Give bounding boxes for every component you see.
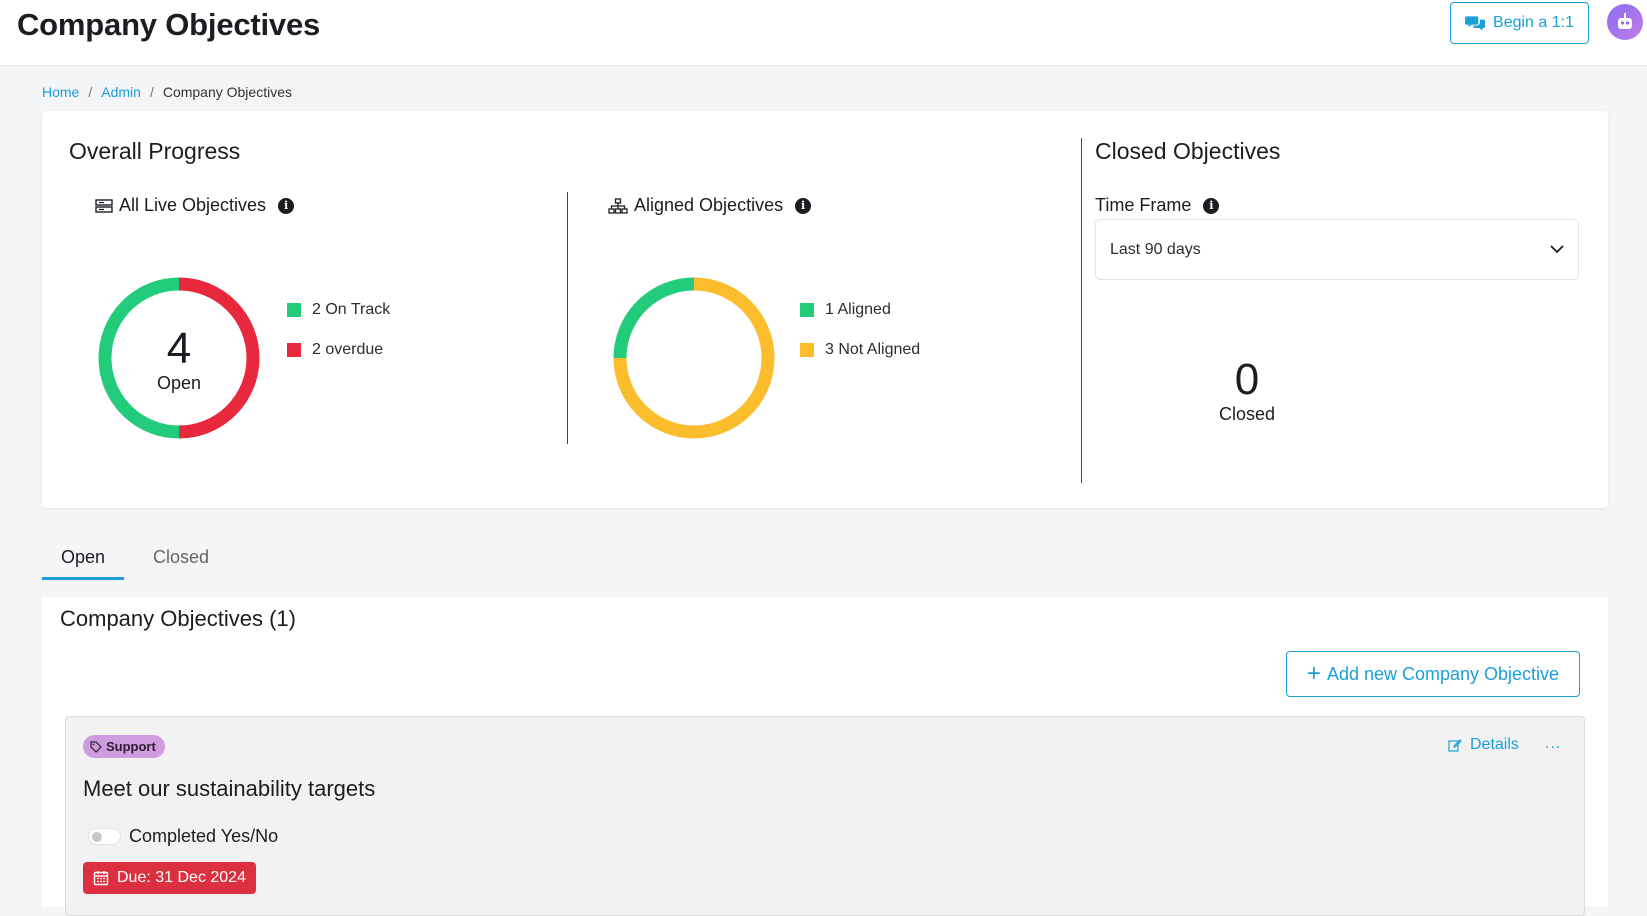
aligned-objectives-heading: Aligned Objectives i xyxy=(608,195,812,216)
add-company-objective-label: Add new Company Objective xyxy=(1326,663,1560,684)
aligned-objectives-donut xyxy=(613,277,775,439)
live-objectives-donut xyxy=(98,277,260,439)
overall-progress-title: Overall Progress xyxy=(69,138,241,164)
objective-name[interactable]: Meet our sustainability targets xyxy=(83,776,376,801)
tag-badge: Support xyxy=(83,735,165,758)
section-divider xyxy=(567,192,568,444)
breadcrumb-home[interactable]: Home xyxy=(42,84,80,100)
begin-one-on-one-button[interactable]: Begin a 1:1 xyxy=(1450,2,1589,44)
chevron-down-icon xyxy=(1550,245,1564,254)
top-bar: Company Objectives Begin a 1:1 xyxy=(0,0,1647,66)
legend-on-track: 2 On Track xyxy=(287,301,390,319)
layers-icon xyxy=(95,198,113,213)
toggle-knob xyxy=(92,832,102,842)
closed-count: 0 xyxy=(1234,355,1260,404)
org-chart-icon xyxy=(608,197,628,214)
details-label: Details xyxy=(1470,736,1519,753)
live-objectives-heading: All Live Objectives i xyxy=(95,195,295,216)
breadcrumb-separator: / xyxy=(149,84,154,100)
legend-overdue: 2 overdue xyxy=(287,341,383,359)
legend-swatch xyxy=(800,343,814,357)
section-divider xyxy=(1081,138,1082,483)
donut-segment-aligned[interactable] xyxy=(613,277,695,359)
breadcrumb-current: Company Objectives xyxy=(162,84,292,100)
plus-icon: + xyxy=(1306,660,1321,687)
company-objectives-title: Company Objectives (1) xyxy=(60,606,296,631)
company-objectives-section: Company Objectives (1) + Add new Company… xyxy=(42,597,1608,916)
closed-count-label: Closed xyxy=(1218,404,1276,424)
overall-progress-card: Overall Progress All Live Objectives i 4… xyxy=(42,111,1608,508)
info-icon[interactable]: i xyxy=(278,197,295,214)
details-link[interactable]: Details xyxy=(1448,736,1519,754)
due-date-badge: Due: 31 Dec 2024 xyxy=(83,862,256,894)
closed-objectives-title: Closed Objectives xyxy=(1095,138,1281,164)
legend-not-aligned: 3 Not Aligned xyxy=(800,341,920,359)
breadcrumb-separator: / xyxy=(88,84,93,100)
more-options-button[interactable]: ... xyxy=(1545,735,1562,752)
time-frame-select[interactable]: Last 90 days xyxy=(1095,219,1579,280)
closed-count-block: 0 Closed xyxy=(1167,356,1327,425)
open-count-label: Open xyxy=(156,373,202,393)
legend-aligned: 1 Aligned xyxy=(800,301,891,319)
legend-overdue-label: 2 overdue xyxy=(312,341,384,358)
donut-segment-not-aligned[interactable] xyxy=(613,277,775,439)
tag-label: Support xyxy=(106,739,156,754)
completed-toggle[interactable] xyxy=(88,828,121,845)
completed-toggle-label: Completed Yes/No xyxy=(129,826,279,846)
legend-swatch xyxy=(287,343,301,357)
donut-segment-overdue[interactable] xyxy=(178,277,260,439)
edit-icon xyxy=(1448,739,1462,752)
tab-closed[interactable]: Closed xyxy=(153,547,210,567)
begin-one-on-one-label: Begin a 1:1 xyxy=(1493,14,1574,31)
time-frame-heading: Time Frame i xyxy=(1095,195,1220,216)
legend-on-track-label: 2 On Track xyxy=(312,301,391,318)
open-count: 4 xyxy=(166,324,192,373)
donut-segment-on-track[interactable] xyxy=(98,277,180,439)
legend-not-aligned-label: 3 Not Aligned xyxy=(825,341,921,358)
add-company-objective-button[interactable]: + Add new Company Objective xyxy=(1286,651,1580,697)
avatar[interactable] xyxy=(1607,4,1643,40)
time-frame-value: Last 90 days xyxy=(1110,240,1201,258)
time-frame-label: Time Frame xyxy=(1095,195,1192,215)
legend-swatch xyxy=(287,303,301,317)
breadcrumb-admin[interactable]: Admin xyxy=(101,84,141,100)
completed-toggle-row: Completed Yes/No xyxy=(88,826,278,847)
tab-open[interactable]: Open xyxy=(42,547,124,580)
live-objectives-center: 4 Open xyxy=(94,325,264,394)
info-icon[interactable]: i xyxy=(1203,197,1220,214)
chat-icon xyxy=(1465,16,1486,31)
aligned-objectives-title: Aligned Objectives xyxy=(634,195,784,215)
tag-icon xyxy=(90,740,102,753)
page-title: Company Objectives xyxy=(17,7,321,42)
info-icon[interactable]: i xyxy=(795,197,812,214)
robot-avatar-icon xyxy=(1618,13,1632,29)
legend-aligned-label: 1 Aligned xyxy=(825,301,891,318)
live-objectives-title: All Live Objectives xyxy=(119,195,267,215)
breadcrumb: Home / Admin / Company Objectives xyxy=(42,84,292,100)
legend-swatch xyxy=(800,303,814,317)
calendar-icon xyxy=(93,871,109,886)
due-date-label: Due: 31 Dec 2024 xyxy=(117,869,246,886)
objective-card: Support Details ... Meet our sustainabil… xyxy=(65,716,1585,916)
